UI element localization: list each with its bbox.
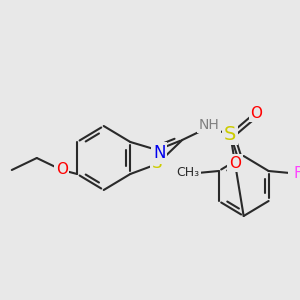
Text: NH: NH: [199, 118, 220, 132]
Text: F: F: [293, 166, 300, 181]
Text: CH₃: CH₃: [176, 167, 200, 179]
Text: S: S: [152, 154, 163, 172]
Text: O: O: [56, 163, 68, 178]
Text: O: O: [250, 106, 262, 121]
Text: O: O: [229, 155, 241, 170]
Text: N: N: [153, 144, 165, 162]
Text: S: S: [224, 124, 236, 143]
